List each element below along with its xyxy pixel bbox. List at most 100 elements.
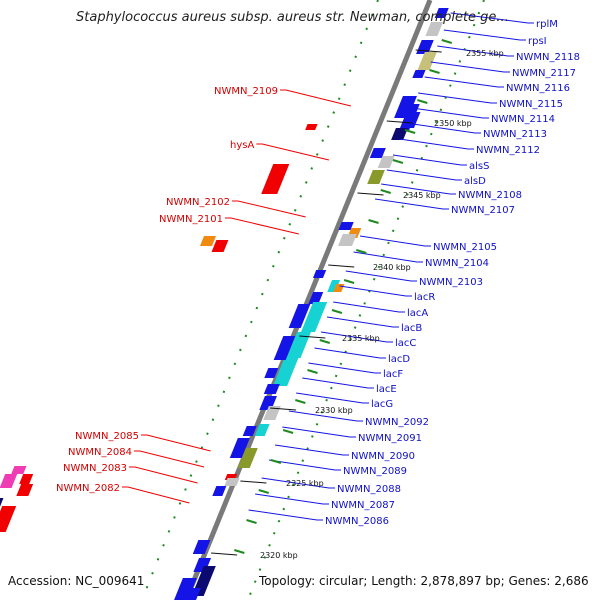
label-leader xyxy=(224,217,299,235)
gene-label[interactable]: alsD xyxy=(464,176,486,187)
topology-text: Topology: circular; Length: 2,878,897 bp… xyxy=(258,574,589,588)
gene-feature xyxy=(434,8,449,18)
gene-feature xyxy=(391,128,408,140)
track-tick xyxy=(319,339,331,344)
gene-feature xyxy=(416,40,434,54)
gene-feature xyxy=(181,588,201,600)
track-tick xyxy=(295,399,306,404)
gene-feature xyxy=(338,222,354,230)
label-leader xyxy=(375,198,449,210)
gene-feature xyxy=(399,104,420,130)
gene-feature xyxy=(237,448,258,468)
gene-label[interactable]: NWMN_2117 xyxy=(512,68,576,79)
gene-feature xyxy=(308,292,324,304)
label-leaders xyxy=(121,12,534,521)
gene-feature xyxy=(305,124,318,130)
gene-feature xyxy=(199,236,217,246)
gene-label[interactable]: NWMN_2103 xyxy=(419,277,483,288)
track-tick xyxy=(404,129,416,134)
gene-label[interactable]: NWMN_2104 xyxy=(425,258,489,269)
gene-label[interactable]: NWMN_2115 xyxy=(499,99,563,110)
label-leader xyxy=(345,270,417,282)
label-leader xyxy=(308,362,381,374)
gene-label[interactable]: hysA xyxy=(230,140,254,151)
label-leader xyxy=(437,45,514,57)
gene-feature xyxy=(301,302,328,332)
gene-label[interactable]: NWMN_2092 xyxy=(365,417,429,428)
label-leader xyxy=(424,76,504,88)
gene-feature xyxy=(16,484,34,496)
gene-feature xyxy=(254,424,270,436)
gene-label[interactable]: rplM xyxy=(536,19,558,30)
kbp-tick xyxy=(386,120,413,124)
gene-label[interactable]: NWMN_2109 xyxy=(214,86,278,97)
gene-label[interactable]: lacC xyxy=(395,338,416,349)
gene-feature xyxy=(288,304,311,328)
track-tick xyxy=(246,519,257,524)
gene-label[interactable]: NWMN_2102 xyxy=(166,197,230,208)
gene-label[interactable]: NWMN_2088 xyxy=(337,484,401,495)
gene-feature xyxy=(369,148,386,158)
gene-feature xyxy=(286,332,311,358)
kbp-label: 2335 kbp xyxy=(342,334,380,343)
kbp-tick xyxy=(270,407,297,411)
gene-label[interactable]: lacE xyxy=(376,384,397,395)
gene-feature xyxy=(425,22,444,36)
gene-label[interactable]: rpsI xyxy=(528,36,547,47)
label-leader xyxy=(279,89,352,107)
label-leader xyxy=(339,285,412,297)
label-leader xyxy=(314,347,386,359)
label-leader xyxy=(296,392,369,404)
kbp-label: 2345 kbp xyxy=(403,191,441,200)
track-tick xyxy=(234,549,245,554)
gene-feature xyxy=(412,70,426,78)
track-tick xyxy=(368,219,379,224)
gene-label[interactable]: NWMN_2086 xyxy=(325,516,389,527)
gene-label[interactable]: NWMN_2087 xyxy=(331,500,395,511)
gene-label[interactable]: lacF xyxy=(383,369,403,380)
gene-label[interactable]: NWMN_2084 xyxy=(68,447,132,458)
track-tick xyxy=(441,39,453,44)
gene-label[interactable]: lacB xyxy=(401,323,422,334)
gene-feature xyxy=(212,486,227,496)
gene-label[interactable]: lacD xyxy=(388,354,410,365)
gene-label[interactable]: NWMN_2107 xyxy=(451,205,515,216)
gene-label[interactable]: NWMN_2114 xyxy=(491,114,555,125)
track-tick xyxy=(392,159,404,164)
kbp-label: 2320 kbp xyxy=(260,551,298,560)
gene-feature xyxy=(11,466,27,474)
gene-label[interactable]: NWMN_2082 xyxy=(56,483,120,494)
label-leader xyxy=(133,450,205,468)
accession-text: Accession: NC_009641 xyxy=(8,574,144,588)
label-leader xyxy=(268,459,341,471)
gene-label[interactable]: NWMN_2112 xyxy=(476,145,540,156)
gene-label[interactable]: NWMN_2118 xyxy=(516,52,580,63)
gene-label[interactable]: NWMN_2091 xyxy=(358,433,422,444)
gene-label[interactable]: NWMN_2108 xyxy=(458,190,522,201)
label-leader xyxy=(418,92,497,104)
gene-label[interactable]: lacG xyxy=(371,399,393,410)
gene-label[interactable]: NWMN_2116 xyxy=(506,83,570,94)
gene-label[interactable]: alsS xyxy=(469,161,489,172)
kbp-tick xyxy=(357,192,384,196)
kbp-tick xyxy=(328,264,355,268)
gene-label[interactable]: lacR xyxy=(414,292,435,303)
label-leader xyxy=(353,251,423,263)
gene-label[interactable]: NWMN_2090 xyxy=(351,451,415,462)
track-tick xyxy=(380,189,392,194)
gene-label[interactable]: NWMN_2085 xyxy=(75,431,139,442)
label-leader xyxy=(231,200,306,218)
track-tick xyxy=(282,429,294,434)
gene-label[interactable]: NWMN_2089 xyxy=(343,466,407,477)
gene-label[interactable]: NWMN_2101 xyxy=(159,214,223,225)
gene-feature xyxy=(172,578,197,600)
gene-label[interactable]: NWMN_2113 xyxy=(483,129,547,140)
gene-label[interactable]: NWMN_2105 xyxy=(433,242,497,253)
gene-feature xyxy=(377,156,395,168)
gene-label[interactable]: lacA xyxy=(407,308,428,319)
track-tick xyxy=(270,459,282,464)
gene-label[interactable]: NWMN_2083 xyxy=(63,463,127,474)
gene-feature xyxy=(273,356,300,386)
gene-feature xyxy=(263,406,281,420)
kbp-label: 2340 kbp xyxy=(373,263,411,272)
